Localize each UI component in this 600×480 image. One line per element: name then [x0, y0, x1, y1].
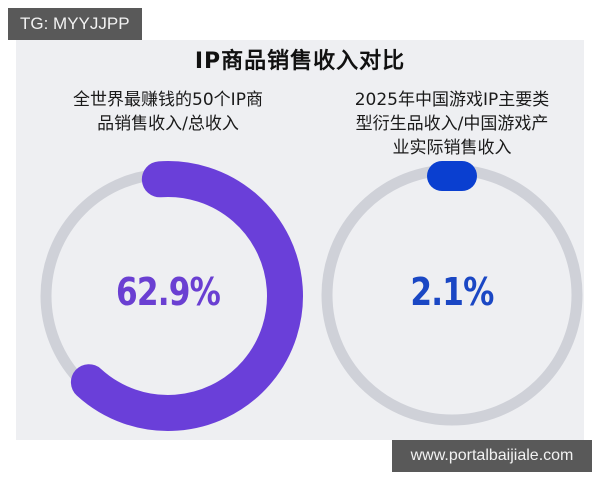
left-gauge-label: 全世界最赚钱的50个IP商 品销售收入/总收入 — [40, 88, 296, 136]
left-label-line-1: 全世界最赚钱的50个IP商 — [73, 90, 263, 110]
right-gauge-value: 2.1% — [410, 270, 494, 314]
left-label-line-2: 品销售收入/总收入 — [97, 114, 239, 134]
left-gauge-arc — [33, 161, 303, 431]
right-label-line-1: 2025年中国游戏IP主要类 — [354, 90, 550, 110]
chart-title: IP商品销售收入对比 — [194, 49, 406, 74]
right-gauge-label: 2025年中国游戏IP主要类 型衍生品收入/中国游戏产 业实际销售收入 — [320, 88, 584, 160]
right-label-line-3: 业实际销售收入 — [392, 138, 512, 158]
right-gauge — [321, 161, 583, 426]
left-gauge — [33, 161, 303, 431]
left-gauge-value: 62.9% — [115, 270, 221, 314]
right-label-line-2: 型衍生品收入/中国游戏产 — [355, 114, 549, 134]
watermark-top: TG: MYYJJPP — [8, 8, 142, 40]
watermark-bottom: www.portalbaijiale.com — [392, 440, 592, 472]
right-gauge-arc — [427, 161, 477, 191]
chart-panel — [16, 40, 584, 440]
